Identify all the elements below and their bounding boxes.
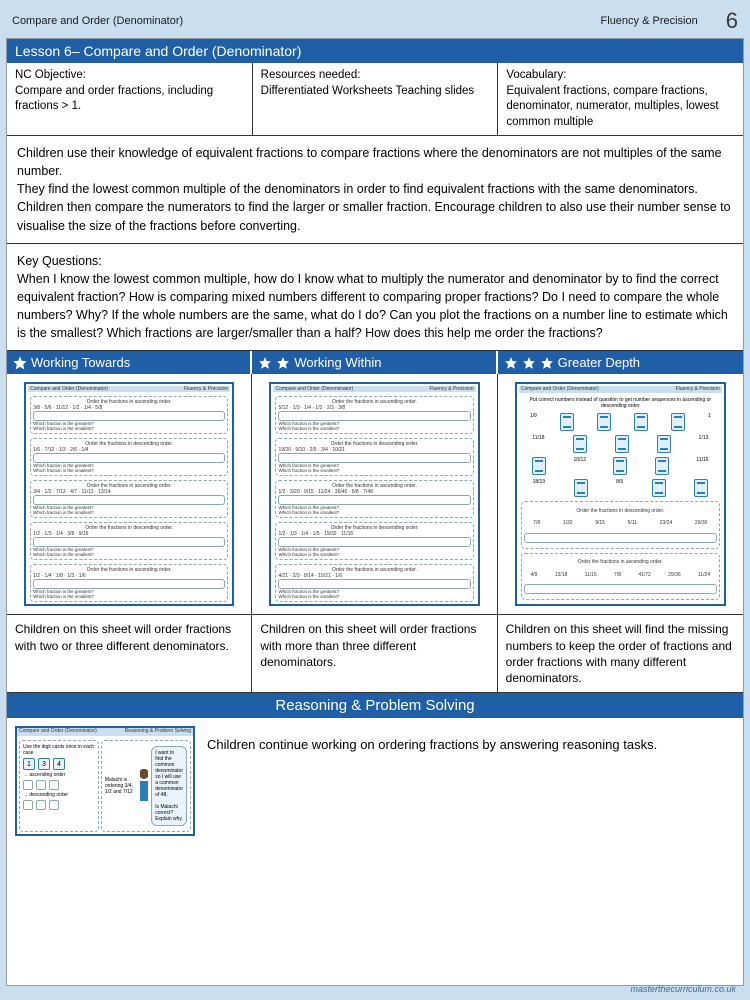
star-icon <box>522 356 536 370</box>
objective-text: Compare and order fractions, including f… <box>15 84 244 115</box>
rps-body: Compare and Order (Denominator)Reasoning… <box>7 718 743 985</box>
star-icon <box>540 356 554 370</box>
info-row: NC Objective: Compare and order fraction… <box>7 63 743 136</box>
header-right: Fluency & Precision <box>601 15 698 27</box>
level-depth-label: Greater Depth <box>558 355 640 370</box>
level-depth-header: Greater Depth <box>498 351 743 374</box>
rps-text: Children continue working on ordering fr… <box>207 726 657 754</box>
star-icon <box>13 356 27 370</box>
rps-header: Reasoning & Problem Solving <box>7 692 743 718</box>
main-panel: Lesson 6– Compare and Order (Denominator… <box>6 38 744 986</box>
worksheet-mock: Compare and Order (Denominator)Fluency &… <box>269 382 479 606</box>
star-icon <box>504 356 518 370</box>
worksheet-mock: Compare and Order (Denominator)Fluency &… <box>24 382 234 606</box>
star-icon <box>276 356 290 370</box>
vocab-text: Equivalent fractions, compare fractions,… <box>506 84 735 131</box>
vocab-cell: Vocabulary: Equivalent fractions, compar… <box>498 63 743 135</box>
worksheet-preview-depth: Compare and Order (Denominator)Fluency &… <box>498 374 743 614</box>
page-number: 6 <box>716 8 738 34</box>
footer-url: masterthecurriculum.co.uk <box>630 984 736 994</box>
star-icon <box>258 356 272 370</box>
description-block: Children use their knowledge of equivale… <box>7 136 743 244</box>
level-towards-desc: Children on this sheet will order fracti… <box>7 614 252 692</box>
level-within: Working Within Compare and Order (Denomi… <box>252 351 497 692</box>
objective-cell: NC Objective: Compare and order fraction… <box>7 63 253 135</box>
key-questions-block: Key Questions: When I know the lowest co… <box>7 244 743 352</box>
level-within-desc: Children on this sheet will order fracti… <box>252 614 497 692</box>
page-topbar: Compare and Order (Denominator) Fluency … <box>6 6 744 38</box>
level-depth-desc: Children on this sheet will find the mis… <box>498 614 743 692</box>
level-depth: Greater Depth Compare and Order (Denomin… <box>498 351 743 692</box>
worksheet-preview-within: Compare and Order (Denominator)Fluency &… <box>252 374 497 614</box>
levels-row: Working Towards Compare and Order (Denom… <box>7 351 743 692</box>
header-left: Compare and Order (Denominator) <box>12 15 183 27</box>
worksheet-preview-towards: Compare and Order (Denominator)Fluency &… <box>7 374 252 614</box>
worksheet-page: Compare and Order (Denominator) Fluency … <box>0 0 750 1000</box>
level-within-header: Working Within <box>252 351 497 374</box>
resources-cell: Resources needed: Differentiated Workshe… <box>253 63 499 135</box>
key-questions-text: When I know the lowest common multiple, … <box>17 270 733 343</box>
level-towards: Working Towards Compare and Order (Denom… <box>7 351 252 692</box>
avatar-icon <box>140 767 149 805</box>
rps-worksheet-preview: Compare and Order (Denominator)Reasoning… <box>15 726 195 836</box>
key-questions-label: Key Questions: <box>17 252 733 270</box>
level-within-label: Working Within <box>294 355 381 370</box>
worksheet-mock: Compare and Order (Denominator)Fluency &… <box>515 382 726 606</box>
vocab-label: Vocabulary: <box>506 68 735 84</box>
resources-text: Differentiated Worksheets Teaching slide… <box>261 84 490 100</box>
level-towards-header: Working Towards <box>7 351 252 374</box>
lesson-title-bar: Lesson 6– Compare and Order (Denominator… <box>7 39 743 63</box>
level-towards-label: Working Towards <box>31 355 130 370</box>
resources-label: Resources needed: <box>261 68 490 84</box>
objective-label: NC Objective: <box>15 68 244 84</box>
